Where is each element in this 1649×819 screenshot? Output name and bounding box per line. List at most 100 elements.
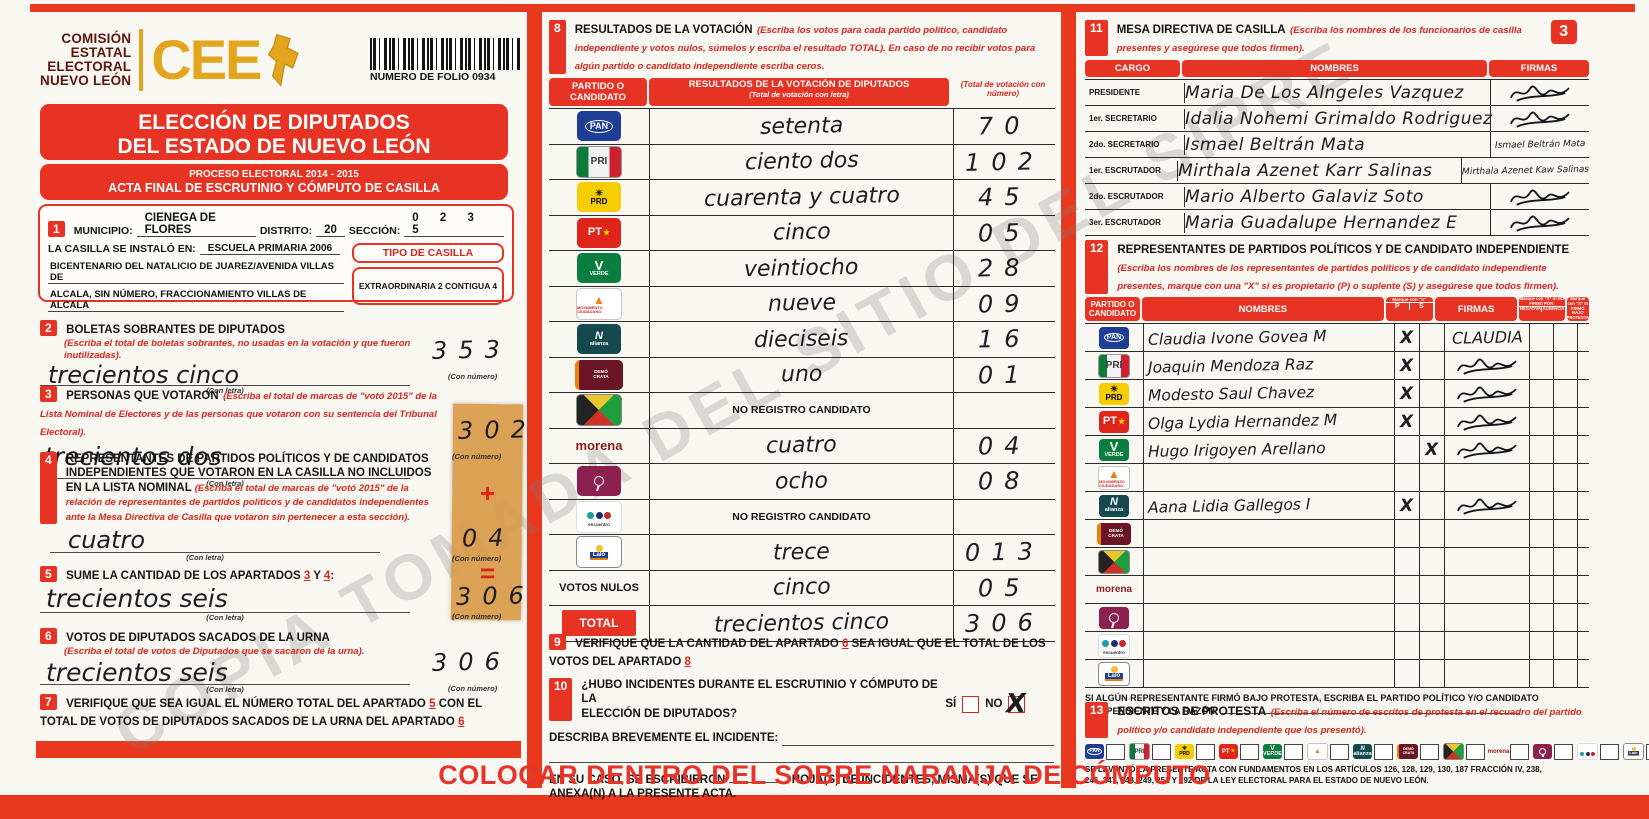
con-letra-label: (Con letra) <box>186 552 224 562</box>
rep-nombre-cell <box>1143 548 1394 575</box>
democrata-logo: DEMÓ CRATA <box>1397 744 1418 759</box>
con-letra-label: (Con letra) <box>206 684 244 694</box>
equals-sign: = <box>480 558 496 588</box>
rep-nombre-cell: Aana Lidia Gallegos I <box>1143 492 1394 519</box>
resultados-party-cell: ▲ MOVIMIENTO CIUDADANO <box>549 287 649 322</box>
representante-row-pan: PAN Claudia Ivone Govea M X CLAUDIA <box>1085 324 1589 352</box>
section-2-badge: 2 <box>40 320 57 336</box>
pt-logo: PT ★ <box>1099 410 1129 433</box>
rep-negativa-cell <box>1529 380 1553 407</box>
con-numero-label: (Con número) <box>452 612 502 621</box>
resultados-party-cell: PRI <box>549 145 649 180</box>
cargo-label: PRESIDENTE <box>1089 88 1141 97</box>
rep-propietario-cell <box>1394 632 1419 659</box>
resultados-numero-value: 16 <box>977 324 1032 354</box>
section-13-badge: 13 <box>1085 702 1109 738</box>
rep-firma-cell <box>1444 464 1529 491</box>
section-11-badge: 11 <box>1085 20 1108 56</box>
resultados-numero-value: 08 <box>977 466 1032 496</box>
section-11-title: MESA DIRECTIVA DE CASILLA <box>1116 24 1286 36</box>
section-3-numero: 302 <box>457 415 538 445</box>
rep-suplente-cell <box>1419 632 1444 659</box>
section-6-badge: 6 <box>40 628 57 644</box>
resultados-numero-value: 70 <box>977 111 1032 141</box>
resultados-letra-value: cinco <box>772 219 831 246</box>
rep-ausencia-cell <box>1553 352 1577 379</box>
rep-firma-cell <box>1444 548 1529 575</box>
protesta-chip-mc: ▲MOVIMIENTO CIUDADANO <box>1307 743 1349 760</box>
incidente-line-1 <box>782 733 1054 746</box>
page-number-badge: 3 <box>1550 20 1577 44</box>
mesa-nombre-value: Mario Alberto Galaviz Soto <box>1185 186 1424 207</box>
independiente-sun <box>595 544 603 552</box>
no-checkbox: X <box>1006 689 1027 719</box>
rep-propietario-cell: X <box>1394 492 1419 519</box>
rep-nombre-cell <box>1143 660 1394 687</box>
incidente-line-2 <box>549 746 1054 763</box>
resultados-numero-value: 102 <box>964 146 1045 177</box>
barcode <box>370 37 520 70</box>
rep-suplente-cell <box>1419 492 1444 519</box>
rep-negativa-cell <box>1529 464 1553 491</box>
representante-row-independiente: Lalo <box>1085 660 1589 688</box>
rep-party-cell <box>1085 604 1143 631</box>
protesta-chip-democrata: DEMÓ CRATA <box>1397 743 1439 760</box>
rep-nombre-value: Claudia Ivone Govea M <box>1147 326 1327 349</box>
si-label: SÍ <box>945 698 957 711</box>
rep-suplente-cell <box>1419 520 1444 547</box>
folio-block: NUMERO DE FOLIO 0934 <box>370 37 520 83</box>
section-6-note: (Escriba el total de votos de Diputados … <box>64 646 365 657</box>
protesta-count-box <box>1196 743 1215 760</box>
propietario-x-mark: X <box>1400 495 1414 516</box>
footer-slogan: COLOCAR DENTRO DEL SOBRE NARANJA DE CÓMP… <box>438 760 1211 790</box>
rep-firma-cell <box>1444 632 1529 659</box>
representante-row-pri: PRI Joaquin Mendoza Raz X <box>1085 352 1589 380</box>
rep-firma-cell <box>1444 660 1529 687</box>
section-1-casilla: 1 MUNICIPIO: CIENEGA DE FLORES DISTRITO:… <box>38 204 514 312</box>
morena-logo: morena <box>1095 583 1133 595</box>
municipio-value: CIENEGA DE FLORES <box>136 212 256 237</box>
verde-logo: V VERDE <box>1263 744 1282 759</box>
con-letra-label: (Con letra) <box>206 613 244 622</box>
protesta-count-box <box>1106 743 1125 760</box>
protesta-count-box <box>1284 743 1303 760</box>
cargo-label: 3er. ESCRUTADOR <box>1089 218 1161 227</box>
col-resultados-header: RESULTADOS DE LA VOTACIÓN DE DIPUTADOS (… <box>649 78 949 106</box>
resultados-letra-value: cuarenta y cuatro <box>703 182 900 212</box>
cargo-label: 1er. SECRETARIO <box>1089 114 1157 123</box>
protesta-chip-encuentro: encuentro <box>1577 743 1619 760</box>
rep-negativa-cell <box>1529 324 1553 351</box>
rep-suplente-cell <box>1419 660 1444 687</box>
mc-logo: ▲MOVIMIENTO CIUDADANO <box>576 287 622 320</box>
rep-party-cell <box>1085 548 1143 575</box>
folio-number: NUMERO DE FOLIO 0934 <box>370 70 496 83</box>
resultados-numero-value: 09 <box>977 289 1032 319</box>
encuentro-dots <box>1102 635 1127 651</box>
resultados-party-cell: V VERDE <box>549 251 649 286</box>
resultados-row-prd: ☀ PRD cuarenta y cuatro 45 <box>549 180 1055 216</box>
resultados-row-encuentro: encuentro NO REGISTRO CANDIDATO <box>549 499 1055 535</box>
rep-firma-cell <box>1444 408 1529 435</box>
protesta-count-box <box>1374 743 1393 760</box>
democrata-logo: DEMÓ CRATA <box>1097 522 1131 545</box>
section-3-note: (Escriba el total de marcas de "votó 201… <box>40 391 437 438</box>
mesa-row: 1er. SECRETARIO Idalia Nohemi Grimaldo Ro… <box>1085 106 1589 132</box>
resultados-row-pt: PT ★ cinco 05 <box>549 215 1055 251</box>
representante-row-morena: morena <box>1085 576 1589 604</box>
humanista-figure <box>594 476 604 487</box>
representante-row-humanista <box>1085 604 1589 632</box>
resultados-numero-cell: 16 <box>954 322 1055 357</box>
resultados-row-pri: PRI ciento dos 102 <box>549 144 1055 180</box>
mesa-nombre-cell: Mario Alberto Galaviz Soto <box>1184 186 1490 207</box>
no-registro-text: NO REGISTRO CANDIDATO <box>732 404 871 417</box>
resultados-letra-cell: veintiocho <box>649 251 954 286</box>
con-numero-label: (Con número) <box>452 554 502 563</box>
section-12-title: REPRESENTANTES DE PARTIDOS POLÍTICOS Y D… <box>1117 244 1570 256</box>
rep-protesta-cell <box>1577 408 1589 435</box>
democrata-logo: DEMÓ CRATA <box>575 359 623 390</box>
representante-row-mc: ▲ MOVIMIENTO CIUDADANO <box>1085 464 1589 492</box>
resultados-party-cell: ☀ PRD <box>549 180 649 215</box>
resultados-numero-cell: 05 <box>954 216 1055 251</box>
